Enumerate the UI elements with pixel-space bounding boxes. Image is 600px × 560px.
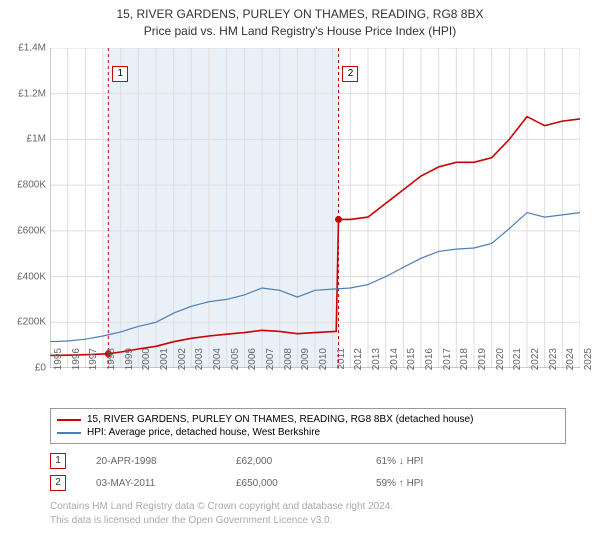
- sale-marker-2: 2: [50, 475, 66, 491]
- x-axis-label: 2010: [318, 348, 329, 378]
- x-axis-label: 2023: [548, 348, 559, 378]
- x-axis-label: 2013: [371, 348, 382, 378]
- x-axis-label: 2009: [300, 348, 311, 378]
- x-axis-label: 2014: [389, 348, 400, 378]
- x-axis-label: 2017: [442, 348, 453, 378]
- x-axis-label: 1995: [53, 348, 64, 378]
- footer-attribution: Contains HM Land Registry data © Crown c…: [50, 500, 393, 527]
- title-line-1: 15, RIVER GARDENS, PURLEY ON THAMES, REA…: [0, 6, 600, 23]
- legend-label-hpi: HPI: Average price, detached house, West…: [87, 427, 320, 438]
- x-axis-label: 2007: [265, 348, 276, 378]
- x-axis-label: 2004: [212, 348, 223, 378]
- title-block: 15, RIVER GARDENS, PURLEY ON THAMES, REA…: [0, 0, 600, 40]
- sale-marker-box-2: 2: [342, 66, 358, 82]
- sale-delta-1: 61% ↓ HPI: [376, 456, 486, 467]
- footer-line-2: This data is licensed under the Open Gov…: [50, 514, 393, 528]
- x-axis-label: 1999: [124, 348, 135, 378]
- x-axis-label: 2005: [230, 348, 241, 378]
- sale-marker-1: 1: [50, 453, 66, 469]
- x-axis-label: 2003: [194, 348, 205, 378]
- x-axis-label: 2000: [141, 348, 152, 378]
- legend-swatch-hpi: [57, 432, 81, 434]
- y-axis-label: £200K: [0, 317, 46, 328]
- legend-row-property: 15, RIVER GARDENS, PURLEY ON THAMES, REA…: [57, 413, 559, 426]
- x-axis-label: 2012: [353, 348, 364, 378]
- x-axis-label: 2022: [530, 348, 541, 378]
- x-axis-label: 2016: [424, 348, 435, 378]
- legend-row-hpi: HPI: Average price, detached house, West…: [57, 426, 559, 439]
- footer-line-1: Contains HM Land Registry data © Crown c…: [50, 500, 393, 514]
- sale-price-2: £650,000: [236, 478, 346, 489]
- y-axis-label: £0: [0, 363, 46, 374]
- x-axis-label: 1996: [71, 348, 82, 378]
- chart-container: 15, RIVER GARDENS, PURLEY ON THAMES, REA…: [0, 0, 600, 560]
- x-axis-label: 2002: [177, 348, 188, 378]
- x-axis-label: 2011: [336, 348, 347, 378]
- y-axis-label: £1M: [0, 134, 46, 145]
- x-axis-label: 2019: [477, 348, 488, 378]
- sale-row-2: 2 03-MAY-2011 £650,000 59% ↑ HPI: [50, 472, 486, 494]
- legend-label-property: 15, RIVER GARDENS, PURLEY ON THAMES, REA…: [87, 414, 473, 425]
- sale-date-1: 20-APR-1998: [96, 456, 206, 467]
- legend-swatch-property: [57, 419, 81, 421]
- y-axis-label: £800K: [0, 180, 46, 191]
- chart-svg: [50, 48, 580, 368]
- x-axis-label: 2021: [512, 348, 523, 378]
- x-axis-label: 2008: [283, 348, 294, 378]
- sale-row-1: 1 20-APR-1998 £62,000 61% ↓ HPI: [50, 450, 486, 472]
- title-line-2: Price paid vs. HM Land Registry's House …: [0, 23, 600, 40]
- x-axis-label: 2025: [583, 348, 594, 378]
- y-axis-label: £600K: [0, 225, 46, 236]
- y-axis-label: £1.2M: [0, 88, 46, 99]
- x-axis-label: 2015: [406, 348, 417, 378]
- sale-delta-2: 59% ↑ HPI: [376, 478, 486, 489]
- x-axis-label: 1998: [106, 348, 117, 378]
- x-axis-label: 2024: [565, 348, 576, 378]
- x-axis-label: 2006: [247, 348, 258, 378]
- legend-box: 15, RIVER GARDENS, PURLEY ON THAMES, REA…: [50, 408, 566, 444]
- x-axis-label: 2018: [459, 348, 470, 378]
- sale-marker-box-1: 1: [112, 66, 128, 82]
- sales-table: 1 20-APR-1998 £62,000 61% ↓ HPI 2 03-MAY…: [50, 450, 486, 494]
- x-axis-label: 2001: [159, 348, 170, 378]
- x-axis-label: 2020: [495, 348, 506, 378]
- y-axis-label: £400K: [0, 271, 46, 282]
- y-axis-label: £1.4M: [0, 43, 46, 54]
- x-axis-label: 1997: [88, 348, 99, 378]
- sale-price-1: £62,000: [236, 456, 346, 467]
- chart-area: £0£200K£400K£600K£800K£1M£1.2M£1.4M19951…: [50, 48, 580, 368]
- sale-date-2: 03-MAY-2011: [96, 478, 206, 489]
